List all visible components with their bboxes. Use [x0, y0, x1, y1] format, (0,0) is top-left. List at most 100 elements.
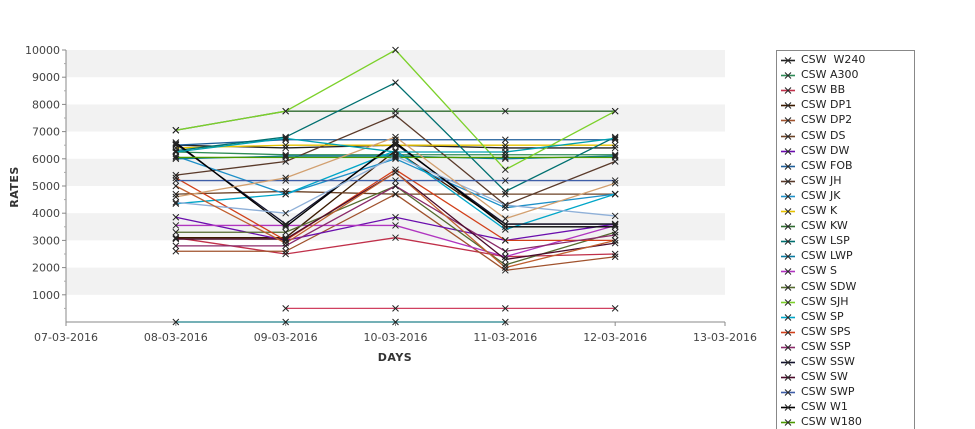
data-point — [282, 222, 290, 229]
data-point — [282, 247, 290, 255]
legend-item: CSW DS — [777, 128, 914, 143]
y-axis: 1000 2000 3000 4000 5000 6000 7000 8000 9000 1000… — [25, 44, 67, 322]
data-point — [392, 305, 399, 312]
data-point — [501, 177, 509, 184]
legend-item: CSW DW — [777, 144, 914, 158]
data-point — [392, 234, 399, 242]
data-point — [501, 226, 509, 233]
data-point — [282, 223, 290, 231]
data-point — [172, 148, 180, 156]
data-point — [501, 141, 509, 149]
data-point — [282, 188, 290, 195]
y-tick-label: 6000 — [32, 153, 60, 166]
legend-item: CSW LSP — [777, 234, 914, 248]
legend-label: CSW SW — [801, 370, 848, 384]
legend-label: CSW SJH — [801, 294, 849, 308]
legend-label: CSW SWP — [801, 385, 855, 399]
data-point — [611, 212, 619, 220]
y-tick-label: 8000 — [32, 98, 60, 111]
data-point — [611, 190, 619, 198]
data-point — [172, 155, 180, 163]
data-point — [282, 107, 290, 115]
legend-label: CSW SP — [801, 309, 844, 323]
data-point — [392, 141, 399, 149]
data-point — [282, 144, 290, 152]
data-point — [611, 154, 619, 161]
data-point — [172, 141, 180, 149]
legend-swatch — [781, 162, 795, 170]
data-point — [172, 177, 180, 184]
x-tick-label: 12-03-2016 — [583, 331, 647, 344]
legend-swatch — [781, 404, 795, 412]
data-point — [282, 250, 290, 258]
legend-label: CSW KW — [801, 219, 848, 233]
data-point — [282, 237, 290, 244]
data-point — [501, 261, 509, 269]
data-point — [501, 305, 509, 312]
data-point — [392, 318, 399, 326]
legend-swatch — [781, 102, 795, 110]
data-point — [172, 198, 180, 206]
data-point — [282, 239, 290, 247]
legend-item: CSW W1 — [777, 400, 914, 414]
legend-label: CSW SPS — [801, 324, 851, 338]
data-point — [172, 222, 180, 229]
data-point — [501, 204, 509, 212]
y-tick-label: 2000 — [32, 262, 60, 275]
x-tick-label: 11-03-2016 — [473, 331, 537, 344]
data-point — [501, 154, 509, 161]
data-point — [501, 201, 509, 209]
data-point — [611, 223, 619, 231]
data-point — [172, 200, 180, 208]
data-point — [282, 152, 290, 160]
legend-label: CSW FOB — [801, 158, 853, 172]
grid-band — [66, 267, 725, 295]
data-point — [501, 264, 509, 271]
data-point — [611, 144, 619, 152]
data-point — [501, 190, 509, 198]
data-point — [392, 155, 399, 163]
data-point — [392, 222, 399, 229]
data-point — [392, 177, 399, 184]
data-point — [172, 139, 180, 146]
data-point — [611, 231, 619, 239]
data-point — [392, 140, 399, 148]
legend-item: CSW SWP — [777, 385, 914, 399]
legend-item: CSW W180 — [777, 415, 914, 429]
data-point — [172, 193, 180, 201]
data-point — [501, 107, 509, 115]
data-point — [611, 133, 619, 141]
legend-swatch — [781, 223, 795, 230]
data-point — [282, 305, 290, 312]
legend-label: CSW JK — [801, 188, 841, 202]
data-point — [392, 139, 399, 146]
data-point — [501, 215, 509, 222]
data-point — [392, 133, 399, 141]
data-point — [282, 133, 290, 141]
data-point — [392, 182, 399, 190]
data-point — [501, 148, 509, 156]
data-point — [172, 247, 180, 255]
legend-label: CSW W180 — [801, 415, 862, 429]
legend-label: CSW DS — [801, 128, 846, 142]
legend-label: CSW JH — [801, 173, 842, 187]
grid-band — [66, 50, 725, 78]
legend-label: CSW K — [801, 204, 838, 217]
data-point — [501, 155, 509, 163]
legend-swatch — [781, 147, 795, 155]
x-tick-label: 13-03-2016 — [693, 331, 757, 344]
legend-swatch — [781, 117, 795, 125]
data-point — [282, 151, 290, 159]
data-point — [611, 250, 619, 258]
line-chart: 1000 2000 3000 4000 5000 6000 7000 8000 9000 1000… — [8, 44, 757, 364]
legend-label: CSW SSW — [801, 355, 855, 368]
data-point — [611, 141, 619, 149]
x-tick-label: 09-03-2016 — [254, 331, 318, 344]
legend-item: CSW S — [777, 264, 914, 278]
legend-swatch — [781, 87, 795, 95]
data-point — [611, 222, 619, 229]
data-point — [282, 220, 290, 228]
legend: CSW W240 CSW A300 CSW BB CSW DP1 CSW DP2 CSW … — [776, 50, 915, 429]
data-point — [501, 247, 509, 255]
data-point — [392, 166, 399, 174]
